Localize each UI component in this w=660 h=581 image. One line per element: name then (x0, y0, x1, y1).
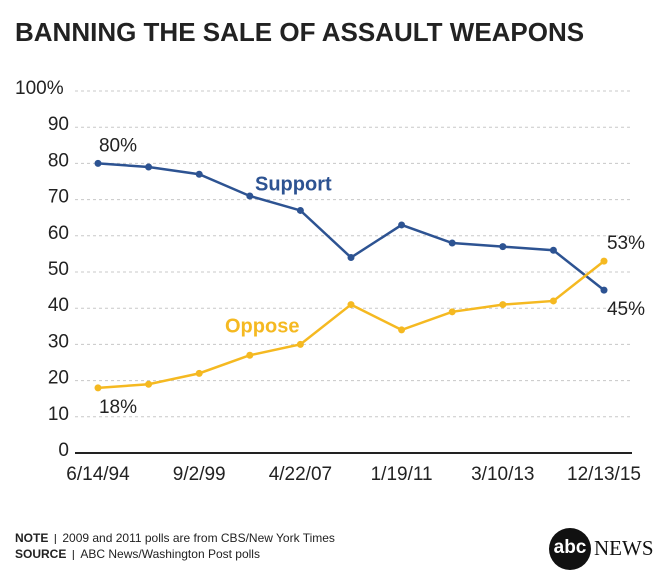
note-text: 2009 and 2011 polls are from CBS/New Yor… (62, 531, 335, 545)
data-point (347, 254, 355, 262)
data-label: 45% (607, 299, 645, 320)
y-tick-label: 60 (48, 223, 69, 244)
logo-text: NEWS (594, 536, 654, 560)
data-point (145, 380, 153, 388)
y-tick-label: 100% (15, 78, 64, 99)
note-label: SOURCE (15, 547, 66, 561)
series-line (97, 162, 605, 292)
x-tick-label: 1/19/11 (371, 464, 433, 485)
data-point (94, 384, 102, 392)
x-tick-label: 4/22/07 (269, 464, 332, 485)
y-tick-label: 80 (48, 150, 69, 171)
data-label: 53% (607, 233, 645, 254)
note-label: NOTE (15, 531, 48, 545)
data-point (195, 170, 203, 178)
note-text: ABC News/Washington Post polls (80, 547, 260, 561)
y-tick-label: 20 (48, 368, 69, 389)
series-label: Oppose (225, 315, 299, 337)
y-tick-label: 70 (48, 187, 69, 208)
data-point (549, 297, 557, 305)
y-tick-label: 10 (48, 404, 69, 425)
data-label: 80% (99, 135, 137, 156)
y-tick-label: 40 (48, 295, 69, 316)
data-point (600, 286, 608, 294)
data-point (398, 221, 406, 229)
x-tick-label: 6/14/94 (66, 464, 130, 485)
data-point (145, 163, 153, 171)
data-point (499, 301, 507, 309)
data-label: 18% (99, 397, 137, 418)
y-tick-label: 90 (48, 114, 69, 135)
data-point (549, 246, 557, 254)
logo-circle (549, 528, 591, 570)
data-point (195, 369, 203, 377)
x-tick-label: 9/2/99 (173, 464, 226, 485)
y-tick-label: 0 (58, 440, 69, 461)
data-point (246, 351, 254, 359)
y-tick-label: 30 (48, 331, 69, 352)
data-point (448, 308, 456, 316)
y-tick-label: 50 (48, 259, 69, 280)
series-line (97, 260, 605, 390)
data-point (347, 301, 355, 309)
footer: abc NEWS NOTE 2009 and 2011 polls are fro… (15, 528, 654, 570)
x-tick-label: 12/13/15 (567, 464, 641, 485)
data-point (499, 243, 507, 251)
x-tick-label: 3/10/13 (471, 464, 534, 485)
data-point (398, 326, 406, 334)
data-point (246, 192, 254, 200)
data-point (296, 206, 304, 214)
series-label: Support (255, 173, 332, 195)
data-point (296, 340, 304, 348)
data-point (448, 239, 456, 247)
chart-title: BANNING THE SALE OF ASSAULT WEAPONS (15, 17, 584, 47)
data-point (94, 159, 102, 167)
data-point (600, 257, 608, 265)
logo-mark: abc (554, 537, 587, 558)
